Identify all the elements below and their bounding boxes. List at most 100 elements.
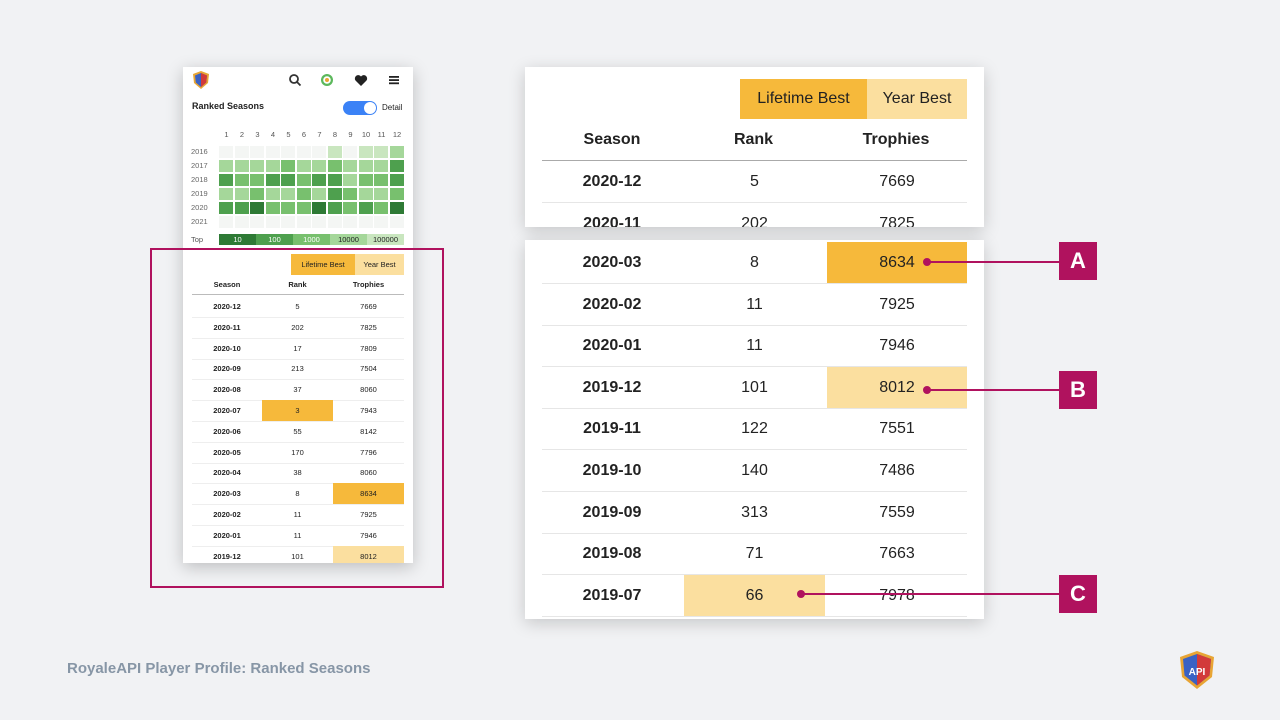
heatmap-cell[interactable] bbox=[265, 188, 280, 200]
heatmap-cell[interactable] bbox=[296, 216, 311, 228]
table-row[interactable]: 2019-10 140 7486 bbox=[542, 450, 967, 492]
heatmap-cell[interactable] bbox=[327, 202, 342, 214]
heatmap-cell[interactable] bbox=[343, 202, 357, 214]
royaleapi-logo-icon[interactable] bbox=[193, 71, 209, 89]
heatmap-cell[interactable] bbox=[296, 202, 311, 214]
heatmap-cell[interactable] bbox=[343, 174, 357, 186]
heatmap-cell[interactable] bbox=[312, 202, 326, 214]
heatmap-cell[interactable] bbox=[219, 174, 233, 186]
heatmap-cell[interactable] bbox=[374, 202, 388, 214]
heatmap-cell[interactable] bbox=[312, 216, 326, 228]
table-row[interactable]: 2020-12 5 7669 bbox=[192, 296, 404, 318]
heatmap-cell[interactable] bbox=[389, 160, 404, 172]
heatmap-cell[interactable] bbox=[343, 160, 357, 172]
heatmap-cell[interactable] bbox=[312, 146, 326, 158]
heatmap-cell[interactable] bbox=[389, 216, 404, 228]
heatmap-cell[interactable] bbox=[312, 174, 326, 186]
table-row[interactable]: 2020-07 3 7943 bbox=[192, 400, 404, 422]
heatmap-cell[interactable] bbox=[219, 160, 233, 172]
heatmap-cell[interactable] bbox=[219, 188, 233, 200]
heatmap-cell[interactable] bbox=[312, 188, 326, 200]
heatmap-cell[interactable] bbox=[374, 174, 388, 186]
heatmap-cell[interactable] bbox=[312, 160, 326, 172]
heatmap-cell[interactable] bbox=[265, 146, 280, 158]
heatmap-cell[interactable] bbox=[281, 188, 295, 200]
heart-icon[interactable] bbox=[353, 72, 369, 88]
table-row[interactable]: 2020-11 202 7825 bbox=[542, 203, 967, 227]
table-row[interactable]: 2019-09 313 7559 bbox=[542, 492, 967, 534]
season-header[interactable]: Season bbox=[213, 280, 241, 289]
target-icon[interactable] bbox=[319, 72, 335, 88]
heatmap-cell[interactable] bbox=[265, 202, 280, 214]
heatmap-cell[interactable] bbox=[234, 202, 249, 214]
search-icon[interactable] bbox=[287, 72, 303, 88]
heatmap-cell[interactable] bbox=[343, 146, 357, 158]
heatmap-cell[interactable] bbox=[250, 146, 264, 158]
heatmap-cell[interactable] bbox=[219, 202, 233, 214]
heatmap-cell[interactable] bbox=[389, 174, 404, 186]
heatmap-cell[interactable] bbox=[374, 146, 388, 158]
heatmap-cell[interactable] bbox=[358, 216, 373, 228]
heatmap-cell[interactable] bbox=[296, 174, 311, 186]
heatmap-cell[interactable] bbox=[281, 174, 295, 186]
table-row[interactable]: 2020-09 213 7504 bbox=[192, 358, 404, 381]
table-row[interactable]: 2019-08 71 7663 bbox=[542, 533, 967, 576]
heatmap-cell[interactable] bbox=[250, 188, 264, 200]
heatmap-cell[interactable] bbox=[374, 160, 388, 172]
table-row[interactable]: 2020-06 55 8142 bbox=[192, 421, 404, 443]
season-header[interactable]: Season bbox=[583, 131, 641, 148]
heatmap-cell[interactable] bbox=[234, 146, 249, 158]
rank-header[interactable]: Rank bbox=[288, 280, 307, 289]
table-row[interactable]: 2019-07 66 7978 bbox=[542, 574, 967, 617]
table-row[interactable]: 2020-01 11 7946 bbox=[542, 325, 967, 368]
table-row[interactable]: 2020-01 11 7946 bbox=[192, 525, 404, 547]
heatmap-cell[interactable] bbox=[327, 146, 342, 158]
heatmap-cell[interactable] bbox=[219, 146, 233, 158]
trophies-header[interactable]: Trophies bbox=[862, 131, 930, 148]
trophies-header[interactable]: Trophies bbox=[352, 280, 385, 289]
heatmap-cell[interactable] bbox=[327, 216, 342, 228]
heatmap-cell[interactable] bbox=[281, 202, 295, 214]
heatmap-cell[interactable] bbox=[219, 216, 233, 228]
heatmap-cell[interactable] bbox=[358, 202, 373, 214]
heatmap-cell[interactable] bbox=[358, 160, 373, 172]
heatmap-cell[interactable] bbox=[327, 160, 342, 172]
menu-icon[interactable] bbox=[386, 72, 402, 88]
heatmap-cell[interactable] bbox=[281, 146, 295, 158]
table-row[interactable]: 2019-12 101 8012 bbox=[192, 545, 404, 563]
heatmap-cell[interactable] bbox=[358, 174, 373, 186]
heatmap-cell[interactable] bbox=[389, 202, 404, 214]
heatmap-cell[interactable] bbox=[343, 188, 357, 200]
heatmap-cell[interactable] bbox=[296, 160, 311, 172]
heatmap-cell[interactable] bbox=[265, 216, 280, 228]
table-row[interactable]: 2020-04 38 8060 bbox=[192, 462, 404, 485]
heatmap-cell[interactable] bbox=[250, 160, 264, 172]
heatmap-cell[interactable] bbox=[250, 202, 264, 214]
detail-toggle[interactable] bbox=[343, 101, 377, 115]
heatmap-cell[interactable] bbox=[234, 160, 249, 172]
table-row[interactable]: 2020-03 8 8634 bbox=[192, 483, 404, 506]
rank-header[interactable]: Rank bbox=[733, 131, 774, 148]
heatmap-cell[interactable] bbox=[281, 160, 295, 172]
heatmap-cell[interactable] bbox=[281, 216, 295, 228]
heatmap-cell[interactable] bbox=[343, 216, 357, 228]
heatmap-cell[interactable] bbox=[374, 188, 388, 200]
heatmap-cell[interactable] bbox=[389, 146, 404, 158]
heatmap-cell[interactable] bbox=[389, 188, 404, 200]
heatmap-cell[interactable] bbox=[296, 188, 311, 200]
heatmap-cell[interactable] bbox=[358, 146, 373, 158]
table-row[interactable]: 2019-12 101 8012 bbox=[542, 366, 967, 409]
table-row[interactable]: 2020-05 170 7796 bbox=[192, 442, 404, 464]
heatmap-cell[interactable] bbox=[265, 160, 280, 172]
heatmap-cell[interactable] bbox=[374, 216, 388, 228]
table-row[interactable]: 2020-02 11 7925 bbox=[542, 284, 967, 326]
table-row[interactable]: 2020-11 202 7825 bbox=[192, 317, 404, 339]
table-row[interactable]: 2020-12 5 7669 bbox=[542, 161, 967, 203]
heatmap-cell[interactable] bbox=[358, 188, 373, 200]
heatmap-cell[interactable] bbox=[234, 174, 249, 186]
table-row[interactable]: 2020-10 17 7809 bbox=[192, 338, 404, 360]
heatmap-cell[interactable] bbox=[296, 146, 311, 158]
heatmap-cell[interactable] bbox=[265, 174, 280, 186]
heatmap-cell[interactable] bbox=[327, 188, 342, 200]
table-row[interactable]: 2020-03 8 8634 bbox=[542, 242, 967, 284]
